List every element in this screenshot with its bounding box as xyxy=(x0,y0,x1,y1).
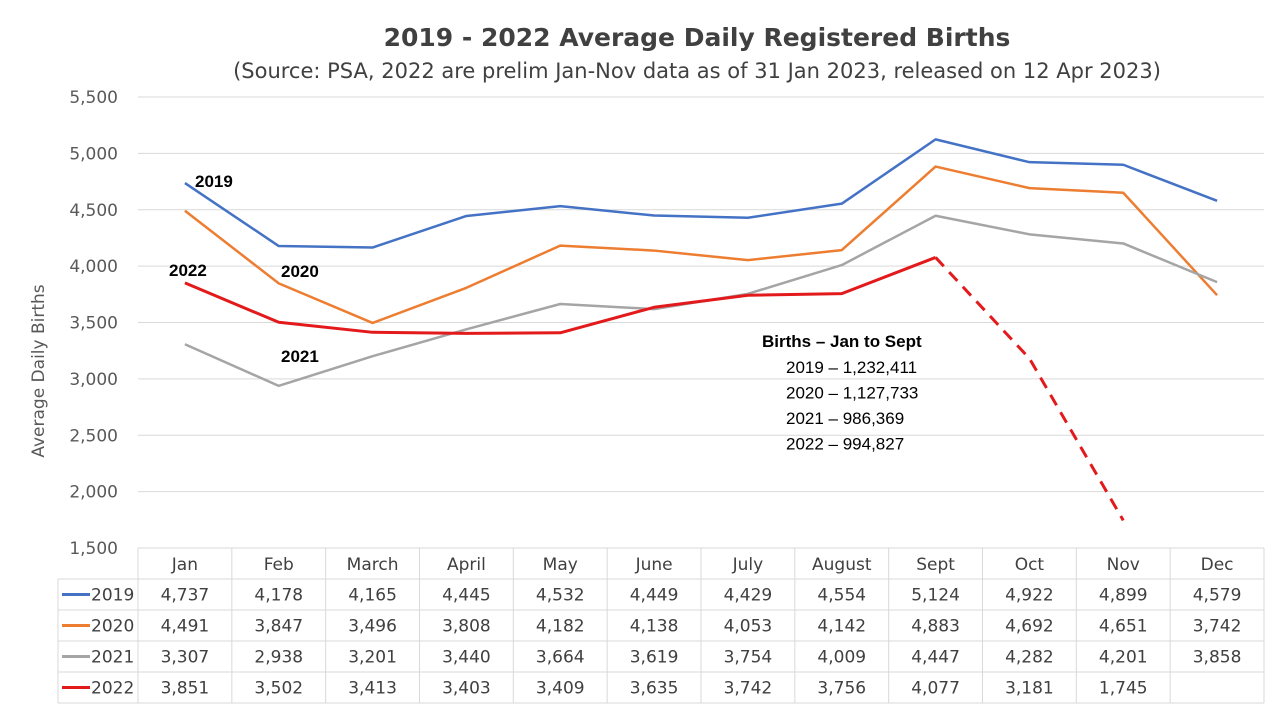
x-tick-label: Jan xyxy=(171,555,198,575)
y-axis-label: Average Daily Births xyxy=(29,284,49,457)
data-label: 4,142 xyxy=(817,617,866,637)
legend-key-label: 2019 xyxy=(91,586,134,606)
series-label: 2021 xyxy=(281,347,319,366)
data-label: 4,182 xyxy=(536,617,585,637)
data-label: 3,440 xyxy=(442,648,491,668)
data-label: 3,742 xyxy=(724,679,773,699)
y-tick-label: 3,000 xyxy=(69,370,118,390)
y-tick-label: 4,500 xyxy=(69,201,118,221)
series-label: 2019 xyxy=(195,172,233,191)
y-tick-label: 2,000 xyxy=(69,483,118,503)
y-tick-labels: 1,500 2,000 2,500 3,000 3,500 4,000 4,500 5,000… xyxy=(69,88,118,559)
data-label: 3,742 xyxy=(1193,617,1242,637)
data-label: 4,429 xyxy=(724,586,773,606)
data-label: 4,579 xyxy=(1193,586,1242,606)
data-label: 3,502 xyxy=(254,679,303,699)
series-label: 2020 xyxy=(281,262,319,281)
x-tick-label: July xyxy=(732,555,764,575)
data-label: 3,496 xyxy=(348,617,397,637)
data-label: 4,651 xyxy=(1099,617,1148,637)
data-label: 4,178 xyxy=(254,586,303,606)
data-label: 3,664 xyxy=(536,648,585,668)
data-label: 4,138 xyxy=(630,617,679,637)
y-tick-label: 1,500 xyxy=(69,539,118,559)
data-label: 3,847 xyxy=(254,617,303,637)
legend-key-label: 2021 xyxy=(91,648,134,668)
data-label: 3,635 xyxy=(630,679,679,699)
annotation-line: 2019 – 1,232,411 xyxy=(786,358,917,377)
x-tick-label: Feb xyxy=(264,555,294,575)
data-label: 3,403 xyxy=(442,679,491,699)
data-label: 4,077 xyxy=(911,679,960,699)
y-tick-label: 2,500 xyxy=(69,426,118,446)
x-tick-label: May xyxy=(543,555,578,575)
data-label: 4,922 xyxy=(1005,586,1054,606)
data-label: 4,554 xyxy=(817,586,866,606)
data-label: 4,009 xyxy=(817,648,866,668)
series-label: 2022 xyxy=(169,261,207,280)
data-label: 3,756 xyxy=(817,679,866,699)
x-tick-label: Sept xyxy=(916,555,955,575)
data-label: 4,491 xyxy=(161,617,210,637)
data-label: 4,165 xyxy=(348,586,397,606)
series-labels: 2019 2020 2021 2022 xyxy=(169,172,319,366)
data-label: 4,447 xyxy=(911,648,960,668)
y-tick-label: 5,000 xyxy=(69,144,118,164)
legend-key-label: 2022 xyxy=(91,679,134,699)
data-label: 3,409 xyxy=(536,679,585,699)
data-label: 3,181 xyxy=(1005,679,1054,699)
data-label: 3,851 xyxy=(161,679,210,699)
annotation-title: Births – Jan to Sept xyxy=(762,332,922,351)
data-table: Jan Feb March April May June July August Sept Oct… xyxy=(57,547,1265,704)
data-label: 4,053 xyxy=(724,617,773,637)
x-tick-label: August xyxy=(812,555,872,575)
data-label: 3,808 xyxy=(442,617,491,637)
data-label: 3,858 xyxy=(1193,648,1242,668)
series-line-2022-prelim xyxy=(934,256,1125,522)
y-tick-label: 4,000 xyxy=(69,257,118,277)
y-tick-label: 5,500 xyxy=(69,88,118,108)
data-label: 4,282 xyxy=(1005,648,1054,668)
data-label: 4,201 xyxy=(1099,648,1148,668)
annotation-line: 2022 – 994,827 xyxy=(786,435,904,454)
series-line-2019 xyxy=(184,138,1218,249)
data-label: 4,532 xyxy=(536,586,585,606)
data-label: 3,413 xyxy=(348,679,397,699)
annotation-line: 2021 – 986,369 xyxy=(786,409,904,428)
x-tick-label: March xyxy=(347,555,399,575)
annotation-line: 2020 – 1,127,733 xyxy=(786,384,918,403)
x-tick-label: Oct xyxy=(1015,555,1045,575)
chart-subtitle: (Source: PSA, 2022 are prelim Jan-Nov da… xyxy=(233,59,1161,83)
data-label: 4,692 xyxy=(1005,617,1054,637)
x-tick-label: Nov xyxy=(1107,555,1140,575)
data-label: 4,737 xyxy=(161,586,210,606)
data-label: 4,445 xyxy=(442,586,491,606)
x-tick-label: April xyxy=(447,555,486,575)
x-tick-label: Dec xyxy=(1201,555,1234,575)
data-label: 2,938 xyxy=(254,648,303,668)
data-label: 1,745 xyxy=(1099,679,1148,699)
legend-key-label: 2020 xyxy=(91,617,134,637)
series-lines xyxy=(184,138,1219,522)
series-line-2020 xyxy=(184,165,1219,325)
gridlines xyxy=(138,96,1264,549)
data-label: 5,124 xyxy=(911,586,960,606)
data-label: 4,899 xyxy=(1099,586,1148,606)
annotation-box: Births – Jan to Sept 2019 – 1,232,411 202… xyxy=(762,332,922,454)
data-label: 3,754 xyxy=(724,648,773,668)
series-line-2022 xyxy=(184,256,937,335)
data-label: 3,619 xyxy=(630,648,679,668)
data-label: 3,201 xyxy=(348,648,397,668)
data-label: 4,883 xyxy=(911,617,960,637)
chart-title: 2019 - 2022 Average Daily Registered Bir… xyxy=(384,23,1011,52)
y-tick-label: 3,500 xyxy=(69,314,118,334)
data-label: 4,449 xyxy=(630,586,679,606)
data-label: 3,307 xyxy=(161,648,210,668)
x-tick-label: June xyxy=(635,555,673,575)
